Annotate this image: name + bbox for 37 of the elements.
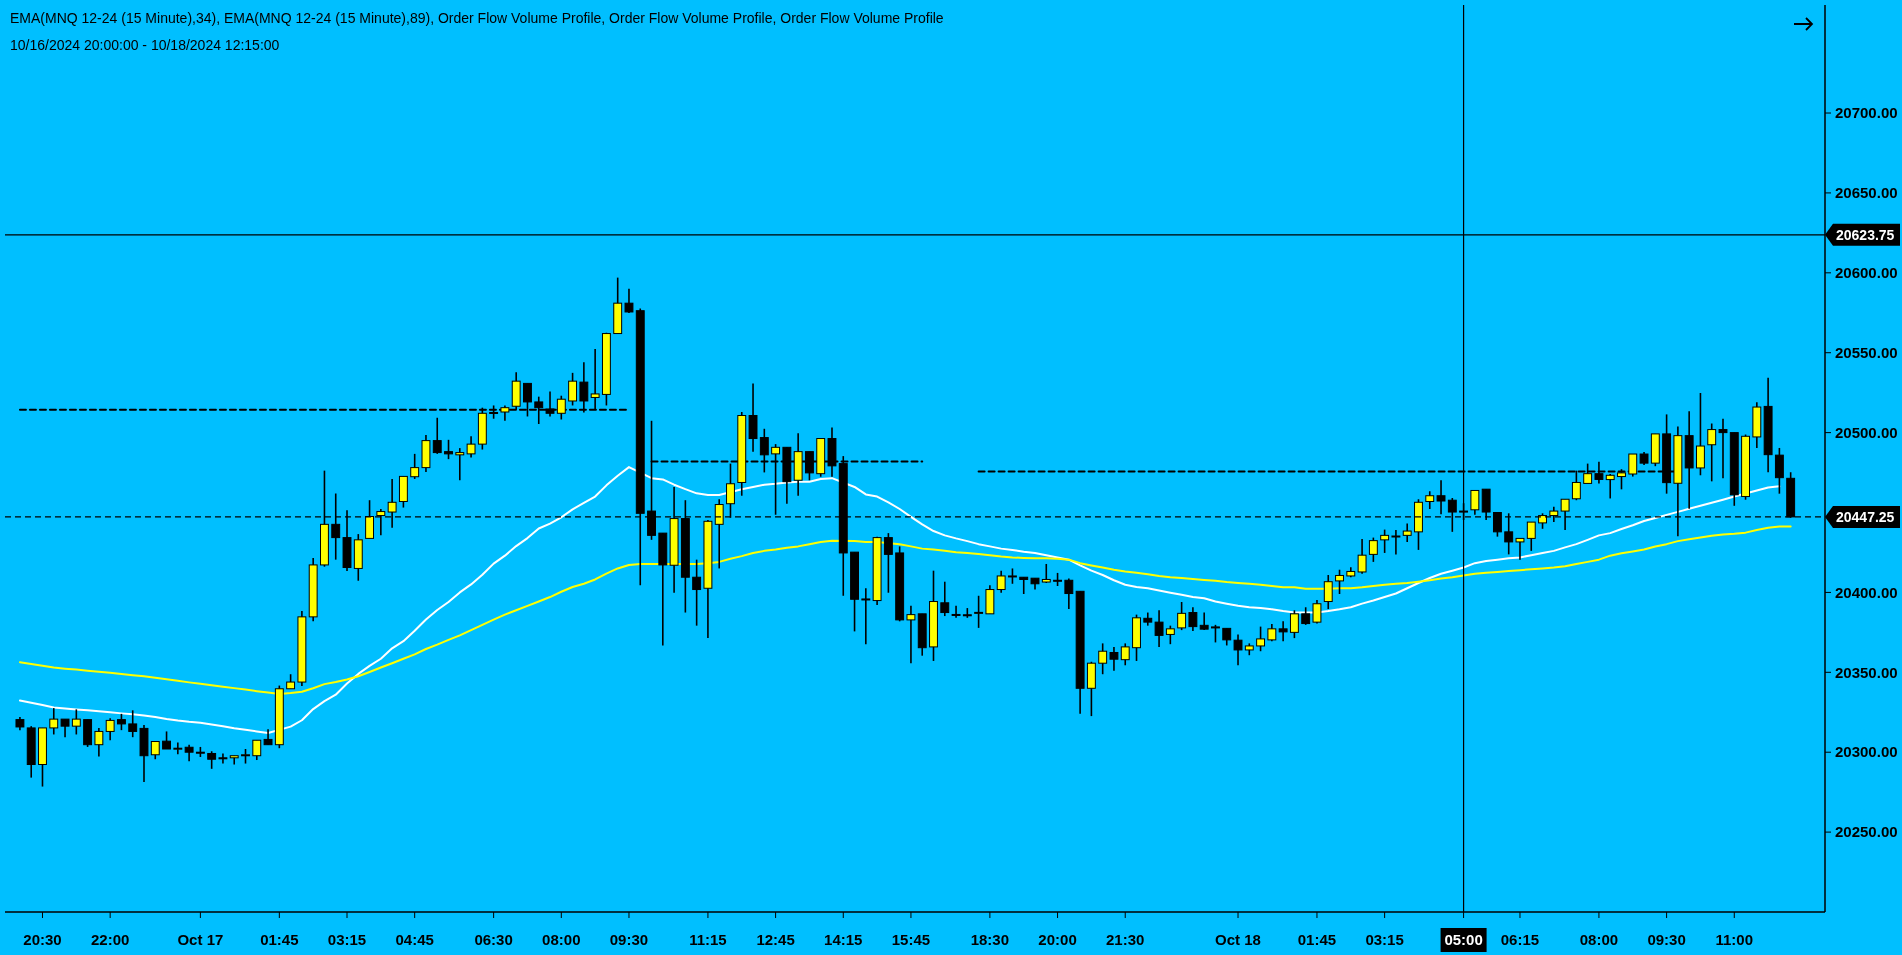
y-tick-label: 20250.00 (1835, 823, 1898, 841)
y-tick-label: 20700.00 (1835, 104, 1898, 122)
x-tick-label: 11:15 (689, 931, 727, 948)
chart-title: EMA(MNQ 12-24 (15 Minute),34), EMA(MNQ 12-24 (15 Minute),89), Order Flow Volume Profile, Order Flow Volume Profile, Order Flow Volume Profile (10, 10, 944, 26)
y-tick-label: 20550.00 (1835, 343, 1898, 361)
ref-line-label: 20623.75 (1836, 226, 1895, 243)
x-tick-label: 04:45 (395, 931, 434, 948)
x-tick-label: 08:00 (542, 931, 581, 948)
x-tick-label: 06:15 (1500, 931, 1540, 948)
x-tick-label: 09:30 (609, 931, 649, 948)
x-tick-label: 05:00 (1444, 931, 1483, 948)
x-tick-label: Oct 18 (1215, 931, 1261, 948)
y-tick-label: 20400.00 (1835, 583, 1898, 601)
x-tick-label: 12:45 (756, 931, 795, 948)
text: 10/16/2024 20:00:00 - 10/18/2024 12:15:00 (10, 37, 280, 53)
y-tick-label: 20600.00 (1835, 264, 1898, 282)
y-tick-label: 20500.00 (1835, 423, 1898, 441)
x-tick-label: 14:15 (824, 931, 863, 948)
x-tick-label: 09:30 (1647, 931, 1686, 948)
x-tick-label: 11:00 (1715, 931, 1754, 948)
x-tick-label: 20:00 (1038, 931, 1077, 948)
x-tick-label: 03:15 (1365, 931, 1404, 948)
x-tick-label: 21:30 (1106, 931, 1145, 948)
x-tick-label: 20:30 (23, 931, 62, 948)
x-tick-label: Oct 17 (177, 931, 224, 948)
x-tick-label: 01:45 (260, 931, 299, 948)
x-tick-label: 06:30 (474, 931, 513, 948)
y-tick-label: 20650.00 (1835, 184, 1898, 202)
x-tick-label: 15:45 (891, 931, 931, 948)
x-tick-label: 08:00 (1579, 931, 1619, 948)
x-tick-label: 03:15 (327, 931, 367, 948)
ref-line-label: 20447.25 (1836, 508, 1895, 525)
y-tick-label: 20300.00 (1835, 743, 1898, 761)
x-tick-label: 22:00 (90, 931, 130, 948)
x-tick-label: 01:45 (1297, 931, 1337, 948)
y-tick-label: 20350.00 (1835, 663, 1898, 681)
x-tick-label: 18:30 (970, 931, 1010, 948)
